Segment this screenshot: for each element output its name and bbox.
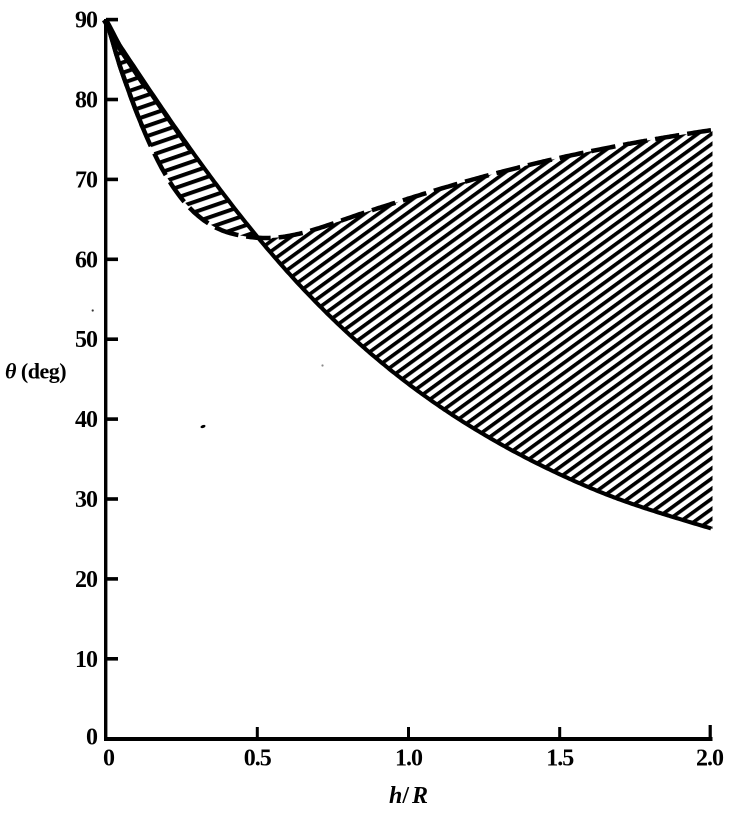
svg-text:0: 0	[86, 725, 98, 751]
svg-text:50: 50	[75, 327, 98, 353]
svg-text:20: 20	[75, 567, 98, 593]
svg-text:60: 60	[75, 247, 98, 273]
svg-text:0: 0	[103, 746, 115, 772]
svg-text:1.0: 1.0	[395, 746, 423, 772]
svg-text:10: 10	[75, 647, 98, 673]
svg-text:30: 30	[75, 487, 98, 513]
svg-text:h/R: h/R	[389, 783, 428, 809]
svg-text:40: 40	[75, 407, 98, 433]
svg-text:0.5: 0.5	[244, 746, 272, 772]
svg-text:90: 90	[75, 8, 98, 34]
svg-text:1.5: 1.5	[546, 746, 574, 772]
svg-text:θ (deg): θ (deg)	[5, 359, 66, 384]
svg-text:2.0: 2.0	[696, 746, 724, 772]
svg-text:70: 70	[75, 167, 98, 193]
svg-text:80: 80	[75, 88, 98, 114]
